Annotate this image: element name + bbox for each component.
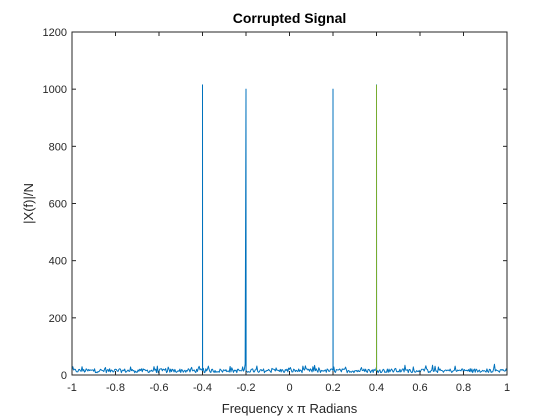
x-tick-label: -0.4 (193, 382, 212, 394)
x-tick-label: -0.6 (150, 382, 169, 394)
x-tick-label: -0.2 (237, 382, 256, 394)
series-layer (71, 84, 508, 375)
ticks-layer: -1 -0.8 -0.6 -0.4 -0.2 0 0.2 0.4 0.6 0.8 1 0 200 400 6… (43, 27, 511, 394)
x-tick-label: 0.6 (412, 382, 427, 394)
x-axis-label: Frequency x π Radians (222, 401, 358, 416)
y-tick-label: 1200 (43, 27, 67, 39)
x-tick-label: 0 (286, 382, 292, 394)
y-axis-label: |X(f)|/N (21, 183, 36, 224)
y-tick-label: 800 (49, 141, 67, 153)
x-tick-label: 1 (504, 382, 510, 394)
y-tick-label: 200 (49, 313, 67, 325)
x-tick-label: 0.2 (325, 382, 340, 394)
series-line (71, 84, 508, 374)
x-tick-label: 0.8 (456, 382, 471, 394)
x-tick-label: -1 (67, 382, 77, 394)
chart-title: Corrupted Signal (233, 10, 347, 26)
plot-area (72, 32, 507, 375)
y-tick-label: 0 (61, 370, 67, 382)
y-tick-label: 600 (49, 199, 67, 211)
y-tick-label: 1000 (43, 84, 67, 96)
x-tick-label: 0.4 (369, 382, 384, 394)
x-tick-label: -0.8 (106, 382, 125, 394)
y-tick-label: 400 (49, 256, 67, 268)
